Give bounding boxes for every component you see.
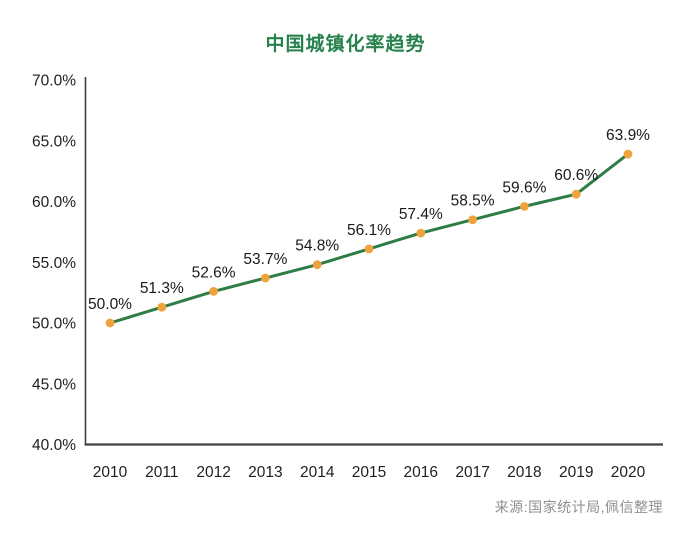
x-tick-label: 2016 <box>404 464 438 481</box>
x-tick-label: 2013 <box>248 464 282 481</box>
data-point-label: 50.0% <box>88 296 132 313</box>
x-tick-label: 2011 <box>145 464 178 481</box>
data-point-label: 59.6% <box>502 179 546 196</box>
data-point-label: 53.7% <box>243 251 287 268</box>
y-tick-label: 40.0% <box>32 437 76 454</box>
y-tick-label: 50.0% <box>32 316 76 333</box>
data-point-label: 57.4% <box>399 206 443 223</box>
data-point-label: 63.9% <box>606 127 650 144</box>
y-tick-label: 70.0% <box>32 73 76 90</box>
x-tick-label: 2015 <box>352 464 386 481</box>
source-note: 来源:国家统计局,佩信整理 <box>494 499 663 515</box>
y-tick-label: 45.0% <box>32 376 76 393</box>
data-point-marker <box>468 215 477 225</box>
x-tick-label: 2014 <box>300 464 335 481</box>
data-point-label: 51.3% <box>140 280 184 297</box>
data-point-marker <box>261 273 270 283</box>
data-point-marker <box>105 318 115 328</box>
data-point-marker <box>571 189 581 199</box>
data-point-label: 60.6% <box>554 167 598 184</box>
data-point-marker <box>209 287 219 296</box>
x-tick-label: 2012 <box>196 464 230 481</box>
y-tick-label: 55.0% <box>32 255 76 272</box>
x-tick-label: 2010 <box>93 464 128 481</box>
data-point-label: 54.8% <box>295 238 339 255</box>
data-point-label: 56.1% <box>347 222 391 239</box>
x-tick-label: 2017 <box>455 464 489 481</box>
data-point-marker <box>520 201 529 211</box>
data-point-marker <box>416 228 426 238</box>
data-point-marker <box>312 260 322 270</box>
y-tick-label: 60.0% <box>32 194 76 211</box>
x-tick-label: 2020 <box>611 464 646 481</box>
data-point-label: 52.6% <box>192 264 236 281</box>
data-point-label: 58.5% <box>451 193 495 210</box>
chart-title: 中国城镇化率趋势 <box>265 34 426 55</box>
x-tick-label: 2019 <box>559 464 593 481</box>
y-tick-label: 65.0% <box>32 133 76 150</box>
data-point-marker <box>157 302 167 312</box>
x-tick-label: 2018 <box>507 464 541 481</box>
data-point-marker <box>623 149 633 159</box>
data-point-marker <box>364 244 374 254</box>
